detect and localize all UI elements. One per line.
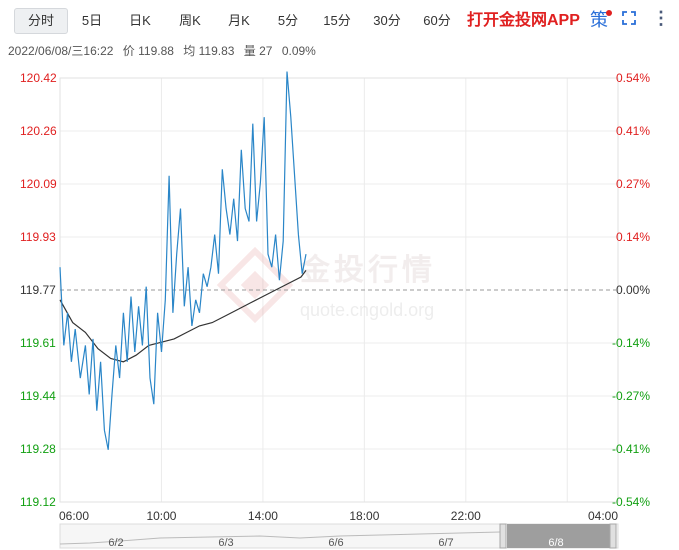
percent-tick-label: 0.14% — [616, 230, 650, 244]
watermark-logo-icon — [216, 246, 294, 324]
navigator-selection[interactable] — [507, 524, 610, 548]
price-tick-label: 119.12 — [20, 495, 56, 509]
navigator-left-handle[interactable] — [499, 523, 507, 549]
tab-5day[interactable]: 5日 — [81, 13, 103, 28]
price-axis: 120.42 120.26 120.09 119.93 119.77 119.61 119.… — [20, 71, 57, 509]
tab-monthly-k[interactable]: 月K — [228, 13, 250, 28]
price-tick-label: 120.26 — [20, 124, 57, 138]
price-tick-label: 119.93 — [20, 230, 56, 244]
tab-30min[interactable]: 30分 — [373, 13, 401, 28]
quote-price: 价 119.88 — [122, 44, 174, 58]
quote-info-bar: 2022/06/08/三16:22 价 119.88 均 119.83 量 27… — [8, 42, 322, 60]
date-navigator: 6/2 6/3 6/6 6/7 6/8 — [59, 523, 619, 549]
navigator-date-label: 6/6 — [328, 537, 343, 549]
fullscreen-icon[interactable] — [622, 11, 636, 25]
price-tick-label: 120.09 — [20, 177, 57, 191]
price-tick-label: 119.61 — [20, 336, 56, 350]
time-axis: 06:00 10:00 14:00 18:00 22:00 04:00 — [59, 509, 618, 523]
tab-60min[interactable]: 60分 — [423, 13, 451, 28]
open-app-button[interactable]: 打开金投网APP — [467, 12, 580, 29]
period-tabs: 分时 5日 日K 周K 月K 5分 15分 30分 60分 打开金投网APP 策… — [0, 0, 679, 40]
strategy-icon[interactable]: 策 — [590, 10, 608, 30]
percent-tick-label: 0.41% — [616, 124, 650, 138]
price-tick-label: 119.44 — [20, 389, 56, 403]
watermark-url: quote.cngold.org — [300, 300, 434, 320]
percent-tick-label: 0.27% — [616, 177, 650, 191]
percent-tick-label: -0.54% — [612, 495, 650, 509]
percent-tick-label: 0.54% — [616, 71, 650, 85]
chart-frame — [59, 77, 619, 503]
percent-axis: 0.54% 0.41% 0.27% 0.14% 0.00% -0.14% -0.27% -0.… — [612, 71, 650, 509]
price-line — [59, 71, 307, 450]
average-price-line — [59, 270, 307, 363]
time-tick-label: 10:00 — [146, 509, 176, 523]
watermark-brand: 金投行情 — [299, 253, 436, 287]
navigator-date-label: 6/8 — [548, 537, 563, 549]
tab-weekly-k[interactable]: 周K — [179, 13, 201, 28]
navigator-trend-line — [59, 531, 501, 545]
price-tick-label: 120.42 — [20, 71, 57, 85]
tab-intraday[interactable]: 分时 — [14, 8, 68, 34]
navigator-right-handle[interactable] — [609, 523, 617, 549]
percent-tick-label: -0.14% — [612, 336, 650, 350]
quote-average: 均 119.83 — [183, 44, 235, 58]
notification-dot — [606, 10, 612, 16]
chart-grid — [59, 77, 619, 503]
percent-tick-label: 0.00% — [616, 283, 650, 297]
percent-tick-label: -0.41% — [612, 442, 650, 456]
tab-5min[interactable]: 5分 — [277, 13, 299, 28]
quote-change: 0.09% — [281, 44, 316, 58]
tab-daily-k[interactable]: 日K — [129, 13, 151, 28]
price-tick-label: 119.28 — [20, 442, 56, 456]
watermark: 金投行情 quote.cngold.org — [216, 246, 436, 324]
navigator-date-label: 6/2 — [108, 537, 123, 549]
time-tick-label: 04:00 — [588, 509, 618, 523]
quote-volume: 量 27 — [243, 44, 273, 58]
navigator-date-label: 6/3 — [218, 537, 233, 549]
time-tick-label: 06:00 — [59, 509, 89, 523]
price-tick-label: 119.77 — [20, 283, 56, 297]
navigator-date-label: 6/7 — [438, 537, 453, 549]
time-tick-label: 14:00 — [248, 509, 278, 523]
quote-datetime: 2022/06/08/三16:22 — [8, 44, 114, 58]
time-tick-label: 18:00 — [349, 509, 379, 523]
tab-15min[interactable]: 15分 — [323, 13, 351, 28]
time-tick-label: 22:00 — [451, 509, 481, 523]
percent-tick-label: -0.27% — [612, 389, 650, 403]
